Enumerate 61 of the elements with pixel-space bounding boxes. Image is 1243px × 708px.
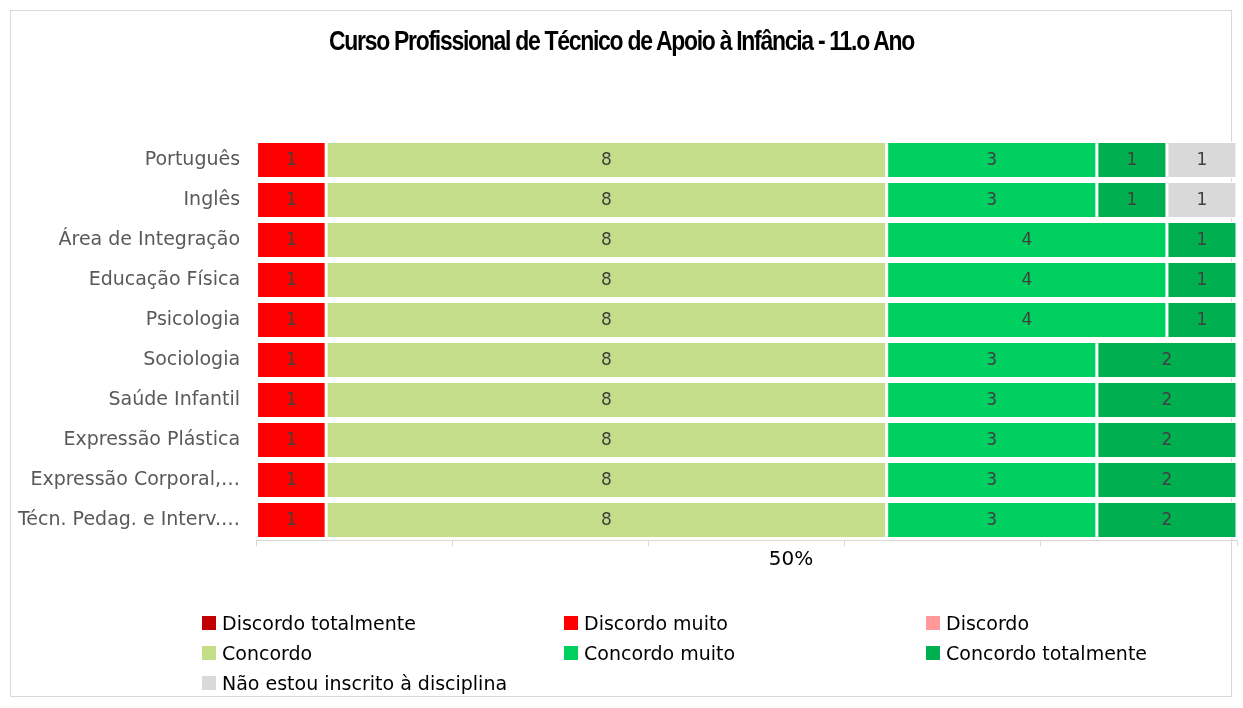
- y-tick-label: Inglês: [183, 186, 241, 209]
- data-label: 8: [601, 149, 612, 170]
- data-label: 2: [1161, 469, 1173, 490]
- y-tick-label: Psicologia: [145, 306, 241, 329]
- y-tick-label: Técn. Pedag. e Interv.…: [16, 506, 241, 529]
- data-label: 4: [1021, 269, 1033, 290]
- data-label: 2: [1161, 509, 1173, 530]
- legend-label: Discordo totalmente: [222, 612, 416, 634]
- data-label: 3: [986, 349, 998, 370]
- data-label: 8: [601, 309, 612, 330]
- data-label: 3: [986, 509, 998, 530]
- data-label: 4: [1021, 309, 1033, 330]
- data-label: 1: [1126, 189, 1138, 210]
- data-label: 1: [285, 509, 297, 530]
- y-tick-label: Português: [144, 146, 241, 169]
- y-tick-label: Sociologia: [143, 346, 241, 369]
- data-label: 8: [601, 189, 612, 210]
- data-label: 3: [986, 469, 998, 490]
- data-label: 3: [986, 149, 998, 170]
- data-label: 1: [285, 429, 297, 450]
- data-label: 1: [1196, 149, 1208, 170]
- data-label: 1: [285, 389, 297, 410]
- legend-label: Concordo muito: [584, 642, 736, 664]
- data-label: 1: [285, 309, 297, 330]
- data-label: 2: [1161, 429, 1173, 450]
- data-label: 1: [285, 469, 297, 490]
- legend-label: Discordo muito: [584, 612, 728, 634]
- data-label: 3: [986, 389, 998, 410]
- data-label: 1: [1126, 149, 1138, 170]
- data-label: 8: [601, 229, 612, 250]
- data-label: 8: [601, 429, 612, 450]
- y-tick-label: Expressão Plástica: [63, 426, 241, 449]
- data-label: 3: [986, 429, 998, 450]
- data-label: 1: [285, 269, 297, 290]
- data-label: 1: [285, 149, 297, 170]
- data-label: 1: [285, 189, 297, 210]
- legend-label: Concordo totalmente: [946, 642, 1148, 664]
- data-label: 8: [601, 469, 612, 490]
- y-tick-label: Expressão Corporal,…: [30, 466, 241, 489]
- data-label: 1: [1196, 309, 1208, 330]
- y-tick-label: Saúde Infantil: [108, 386, 241, 409]
- data-label: 1: [285, 349, 297, 370]
- data-label: 1: [1196, 269, 1208, 290]
- legend-label: Discordo: [946, 612, 1030, 634]
- legend-label: Concordo: [222, 642, 313, 664]
- data-label: 1: [1196, 189, 1208, 210]
- data-label: 3: [986, 189, 998, 210]
- data-label: 2: [1161, 389, 1173, 410]
- legend-label: Não estou inscrito à disciplina: [222, 672, 508, 694]
- data-label: 8: [601, 389, 612, 410]
- y-tick-label: Educação Física: [88, 266, 241, 289]
- data-label: 8: [601, 269, 612, 290]
- x-axis-title: 50%: [767, 546, 815, 570]
- data-label: 1: [1196, 229, 1208, 250]
- data-label: 1: [285, 229, 297, 250]
- chart-title: Curso Profissional de Técnico de Apoio à Infância - 11.o Ano: [328, 26, 916, 57]
- data-label: 8: [601, 349, 612, 370]
- data-label: 8: [601, 509, 612, 530]
- data-label: 4: [1021, 229, 1033, 250]
- y-tick-label: Área de Integração: [58, 226, 241, 249]
- data-label: 2: [1161, 349, 1173, 370]
